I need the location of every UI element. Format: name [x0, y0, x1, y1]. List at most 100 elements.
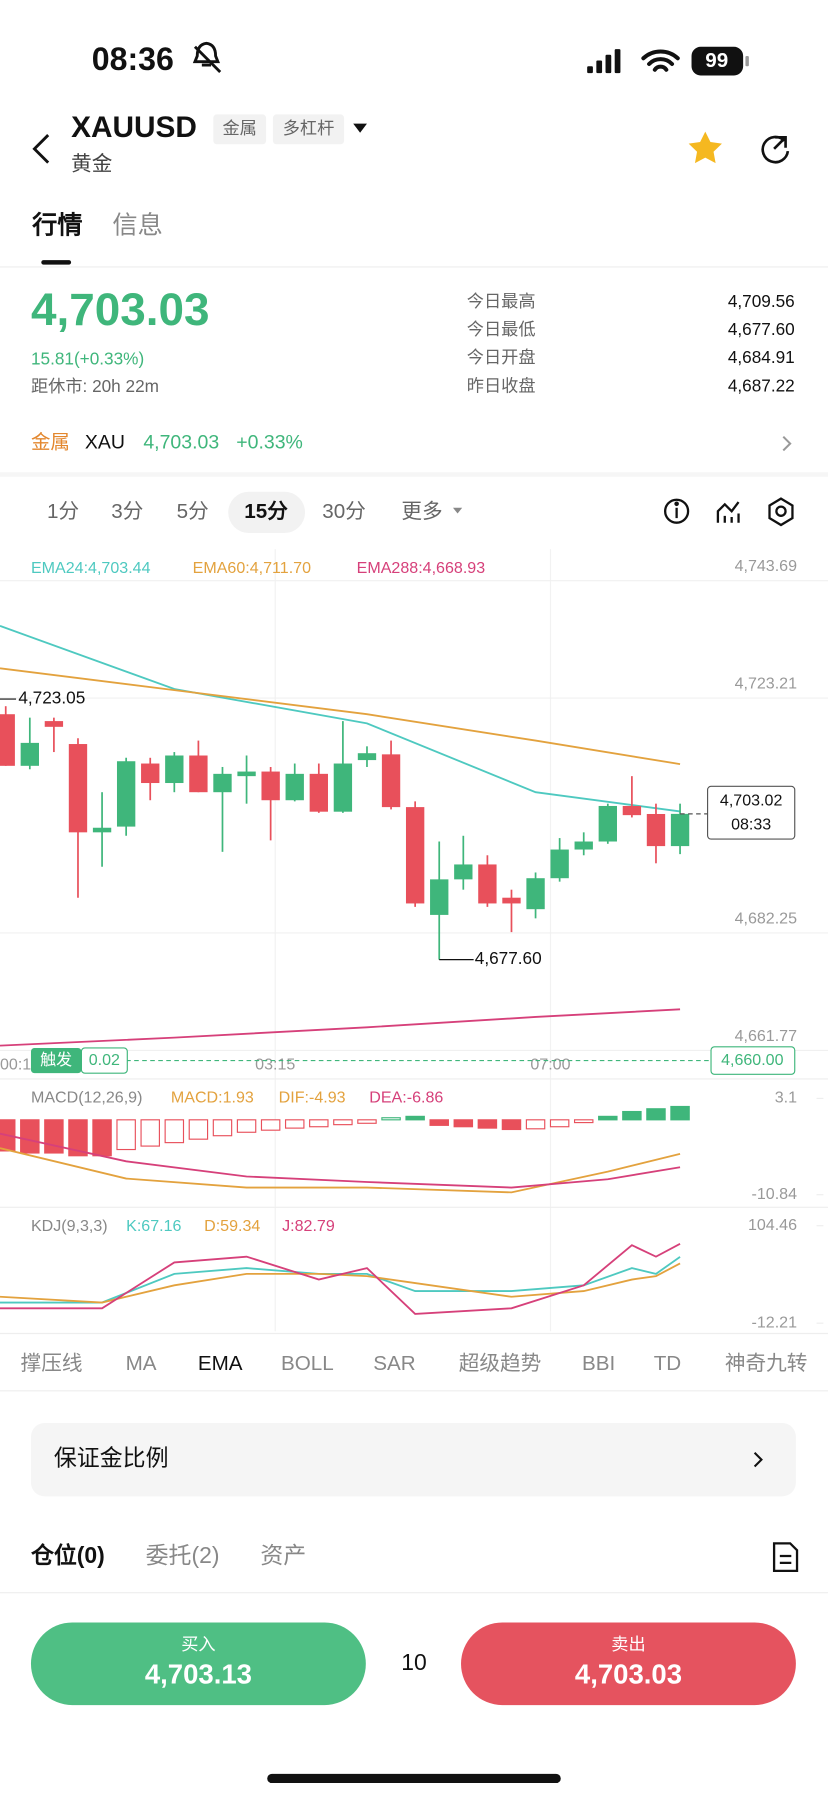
margin-ratio[interactable]: 保证金比例 — [54, 1445, 169, 1471]
dropdown-arrow — [452, 507, 463, 514]
macd-bar — [357, 1119, 377, 1124]
chevron[interactable] — [753, 1452, 763, 1468]
back-button[interactable] — [32, 134, 50, 164]
candle-body — [165, 755, 184, 784]
tab[interactable]: 行情 — [31, 210, 82, 239]
candle-body — [285, 773, 304, 801]
buy-button[interactable] — [30, 1622, 366, 1706]
battery-level: 99 — [705, 49, 728, 72]
interval-tab[interactable]: 30分 — [322, 500, 366, 523]
macd-bar — [622, 1110, 642, 1121]
candle-body — [574, 841, 593, 850]
macd-bar — [20, 1119, 40, 1154]
indicator-tab[interactable]: 超级趋势 — [459, 1352, 542, 1375]
dropdown-arrow[interactable] — [353, 123, 367, 133]
trigger-badge[interactable] — [30, 1047, 82, 1074]
x-tick-label: 03:15 — [255, 1055, 295, 1073]
interval-tab[interactable]: 3分 — [111, 500, 143, 523]
macd-bar — [429, 1119, 449, 1126]
indicator-tab[interactable]: TD — [654, 1352, 682, 1375]
macd-bar — [284, 1119, 305, 1129]
chevron[interactable] — [782, 435, 792, 452]
candle-body — [622, 805, 642, 816]
high-marker-label: 4,723.05 — [18, 688, 85, 708]
position-tab[interactable]: 资产 — [260, 1542, 306, 1568]
sell-label[interactable]: 卖出 — [611, 1634, 645, 1654]
candle-body — [333, 763, 353, 812]
tag: 金属 — [222, 118, 256, 138]
macd-bar — [309, 1119, 329, 1128]
candle-body — [213, 773, 232, 793]
indicator-tab[interactable]: EMA — [198, 1352, 243, 1375]
chart-tools[interactable] — [664, 497, 794, 527]
market-countdown: 距休市: 20h 22m — [31, 376, 159, 396]
trigger-price-box — [710, 1046, 796, 1075]
interval-tab[interactable]: 更多 — [401, 500, 442, 523]
indicator-line — [0, 1262, 681, 1304]
related-change[interactable]: +0.33% — [236, 432, 303, 454]
margin-card[interactable] — [30, 1422, 796, 1497]
trigger-price: 4,660.00 — [721, 1051, 784, 1069]
interval-tab[interactable]: 15分 — [244, 500, 288, 523]
macd-bar — [212, 1119, 233, 1137]
macd-bar — [549, 1119, 570, 1128]
macd-bar — [405, 1115, 425, 1121]
sell-price[interactable]: 4,703.03 — [575, 1659, 682, 1690]
buy-label[interactable]: 买入 — [181, 1634, 215, 1654]
share-icon[interactable] — [761, 135, 790, 164]
candle-body — [526, 878, 545, 910]
candle-body — [0, 714, 15, 766]
status-icons — [192, 41, 749, 76]
indicator-legend: DEA:-6.86 — [369, 1089, 443, 1107]
related-price[interactable]: 4,703.03 — [143, 432, 219, 454]
y-tick-label: -10.84 — [752, 1185, 798, 1203]
indicator-tab[interactable]: 撑压线 — [21, 1352, 83, 1375]
buy-price[interactable]: 4,703.13 — [145, 1659, 252, 1690]
instrument-name: 黄金 — [71, 152, 113, 175]
ema-line — [0, 667, 681, 766]
document-icon[interactable] — [772, 1542, 799, 1573]
candle-body — [405, 807, 425, 904]
candle-body — [309, 773, 328, 812]
interval-tab[interactable]: 1分 — [47, 500, 79, 523]
related-category[interactable]: 金属 — [31, 432, 70, 454]
favorite-star[interactable] — [688, 131, 722, 164]
y-tick-label: 4,723.21 — [735, 675, 798, 693]
trigger-label[interactable]: 触发 — [40, 1051, 72, 1069]
indicator-tab[interactable]: SAR — [373, 1352, 415, 1375]
indicator-tab[interactable]: BBI — [582, 1352, 615, 1375]
indicator-line — [0, 1132, 681, 1189]
indicator-legend: K:67.16 — [126, 1217, 181, 1235]
indicator-legend: MACD(12,26,9) — [31, 1089, 142, 1107]
position-tab[interactable]: 委托(2) — [146, 1542, 220, 1568]
interval-tab[interactable]: 5分 — [177, 500, 209, 523]
stat-label: 今日最低 — [467, 319, 536, 339]
interval-selected-bg — [228, 491, 306, 534]
indicator-tab[interactable]: BOLL — [281, 1352, 334, 1375]
macd-bar — [333, 1119, 353, 1126]
indicator-legend: KDJ(9,3,3) — [31, 1217, 108, 1235]
stat-value: 4,687.22 — [728, 375, 795, 395]
x-tick-label: 07:00 — [530, 1055, 570, 1073]
order-quantity[interactable]: 10 — [401, 1649, 427, 1675]
indicator-legend: J:82.79 — [282, 1217, 335, 1235]
indicator-line — [0, 1147, 681, 1194]
position-tab[interactable]: 仓位(0) — [30, 1542, 105, 1568]
macd-bar — [68, 1119, 88, 1157]
x-tick-label: 00:1 — [0, 1055, 31, 1073]
candle-body — [502, 897, 521, 904]
related-symbol[interactable]: XAU — [85, 432, 125, 454]
indicator-tab[interactable]: 神奇九转 — [725, 1352, 808, 1375]
last-price-label: 4,703.02 — [720, 791, 783, 809]
legend-entry: EMA24:4,703.44 — [31, 559, 151, 577]
last-price: 4,703.03 — [31, 283, 210, 335]
macd-bar — [116, 1119, 136, 1151]
indicator-legend: D:59.34 — [204, 1217, 260, 1235]
sell-button[interactable] — [461, 1622, 796, 1706]
last-price-box — [707, 785, 796, 840]
tab[interactable]: 信息 — [112, 211, 162, 239]
y-tick-label: 4,743.69 — [735, 557, 798, 575]
indicator-tab[interactable]: MA — [126, 1352, 157, 1375]
indicator-line — [0, 1242, 681, 1315]
